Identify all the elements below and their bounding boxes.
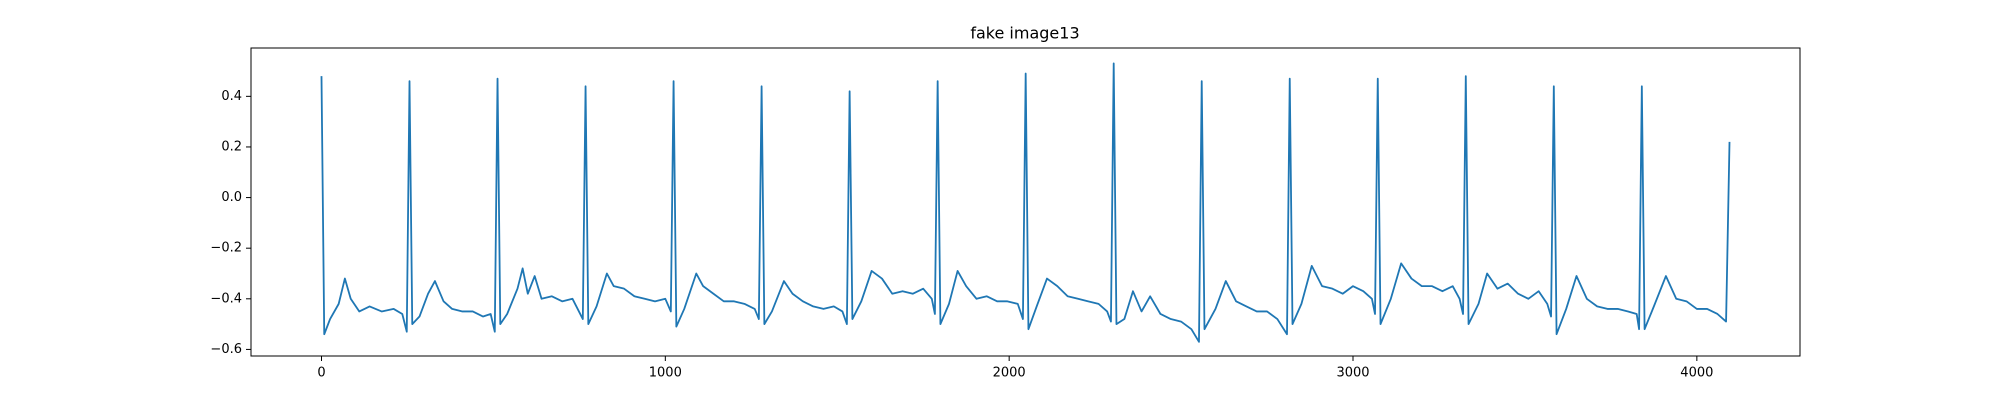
x-tick-label: 4000 [1680,366,1713,381]
y-tick-label: 0.0 [221,190,242,205]
x-tick-label: 3000 [1336,366,1369,381]
y-tick-label: −0.4 [210,291,242,306]
y-tick-label: 0.2 [221,139,242,154]
x-tick-label: 1000 [649,366,682,381]
y-tick-label: 0.4 [221,89,242,104]
y-tick-label: −0.6 [210,342,242,357]
x-tick-label: 0 [317,366,325,381]
plot-frame [250,47,1801,357]
y-tick-label: −0.2 [210,241,242,256]
chart-title: fake image13 [970,24,1079,43]
series-line [320,62,1731,343]
x-tick-label: 2000 [993,366,1026,381]
